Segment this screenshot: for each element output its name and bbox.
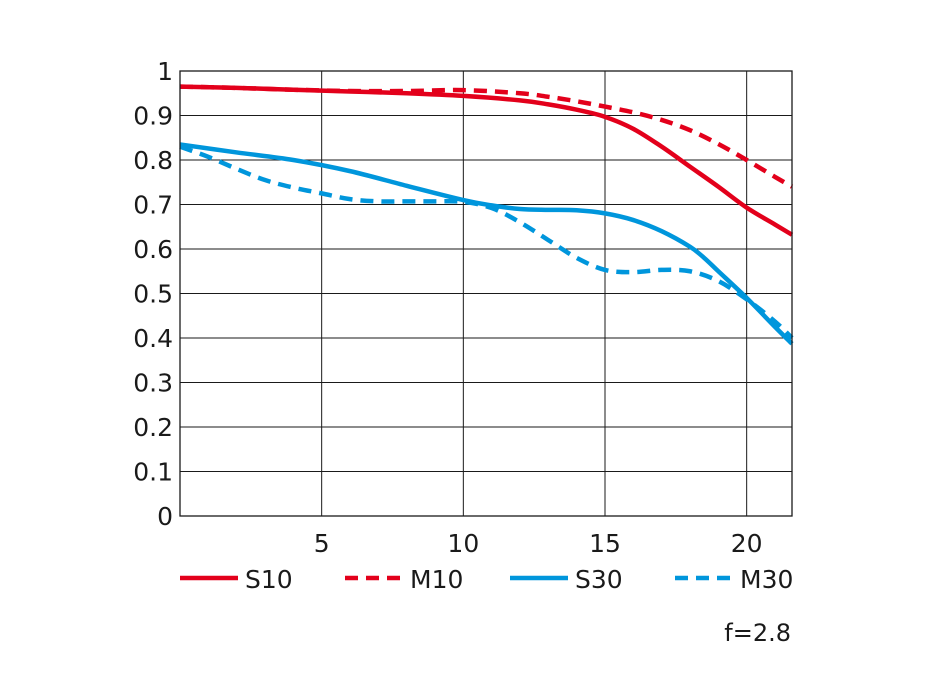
series-line-m10 [179, 84, 794, 189]
legend-label-m10: M10 [410, 565, 463, 594]
series-lines [179, 84, 794, 346]
y-tick-label: 0.7 [133, 191, 173, 220]
aperture-annotation: f=2.8 [724, 619, 791, 647]
x-tick-label: 10 [447, 529, 479, 558]
plot-frame [179, 70, 793, 517]
x-tick-label: 15 [589, 529, 621, 558]
y-tick-label: 0.9 [133, 102, 173, 131]
y-tick-label: 0.3 [133, 369, 173, 398]
y-tick-label: 1 [157, 57, 173, 86]
y-tick-label: 0.4 [133, 324, 173, 353]
y-tick-label: 0.8 [133, 146, 173, 175]
x-tick-label: 5 [314, 529, 330, 558]
y-tick-label: 0.5 [133, 280, 173, 309]
legend-label-s10: S10 [245, 565, 293, 594]
y-axis-tick-labels: 0 0.1 0.2 0.3 0.4 0.5 0.6 0.7 0.8 0.9 1 [133, 57, 173, 531]
series-line-m30 [179, 144, 794, 340]
legend-label-s30: S30 [575, 565, 623, 594]
x-axis-tick-labels: 5 10 15 20 [314, 529, 763, 558]
y-tick-label: 0 [157, 502, 173, 531]
legend-label-m30: M30 [740, 565, 793, 594]
series-line-s10 [179, 84, 794, 237]
x-tick-label: 20 [731, 529, 763, 558]
series-line-s30 [179, 142, 794, 346]
y-tick-label: 0.2 [133, 413, 173, 442]
y-tick-label: 0.6 [133, 235, 173, 264]
legend: S10 M10 S30 M30 [180, 565, 793, 594]
y-tick-label: 0.1 [133, 458, 173, 487]
grid [180, 71, 792, 516]
